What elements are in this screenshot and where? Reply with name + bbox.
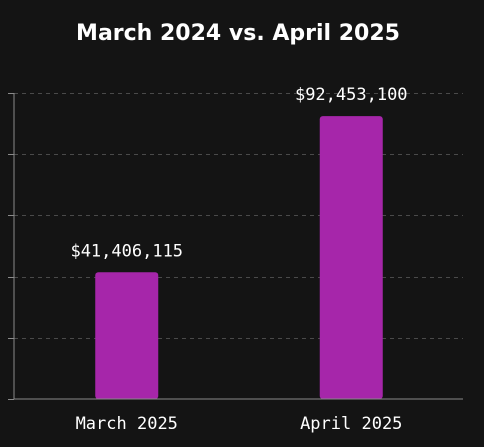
y-axis bbox=[8, 93, 15, 400]
x-tick-label: March 2025 bbox=[76, 414, 178, 434]
bar-value-label: $92,453,100 bbox=[295, 85, 408, 105]
x-tick-label: April 2025 bbox=[300, 414, 402, 434]
bar-april-2025 bbox=[319, 116, 383, 400]
value-labels: $41,406,115 $92,453,100 bbox=[70, 85, 407, 261]
chart-title: March 2024 vs. April 2025 bbox=[76, 21, 400, 46]
x-tick-labels: March 2025 April 2025 bbox=[76, 414, 403, 434]
bar-march-2025 bbox=[95, 272, 159, 399]
bar-value-label: $41,406,115 bbox=[70, 241, 183, 261]
grid-lines bbox=[14, 93, 463, 339]
bars bbox=[95, 116, 383, 400]
